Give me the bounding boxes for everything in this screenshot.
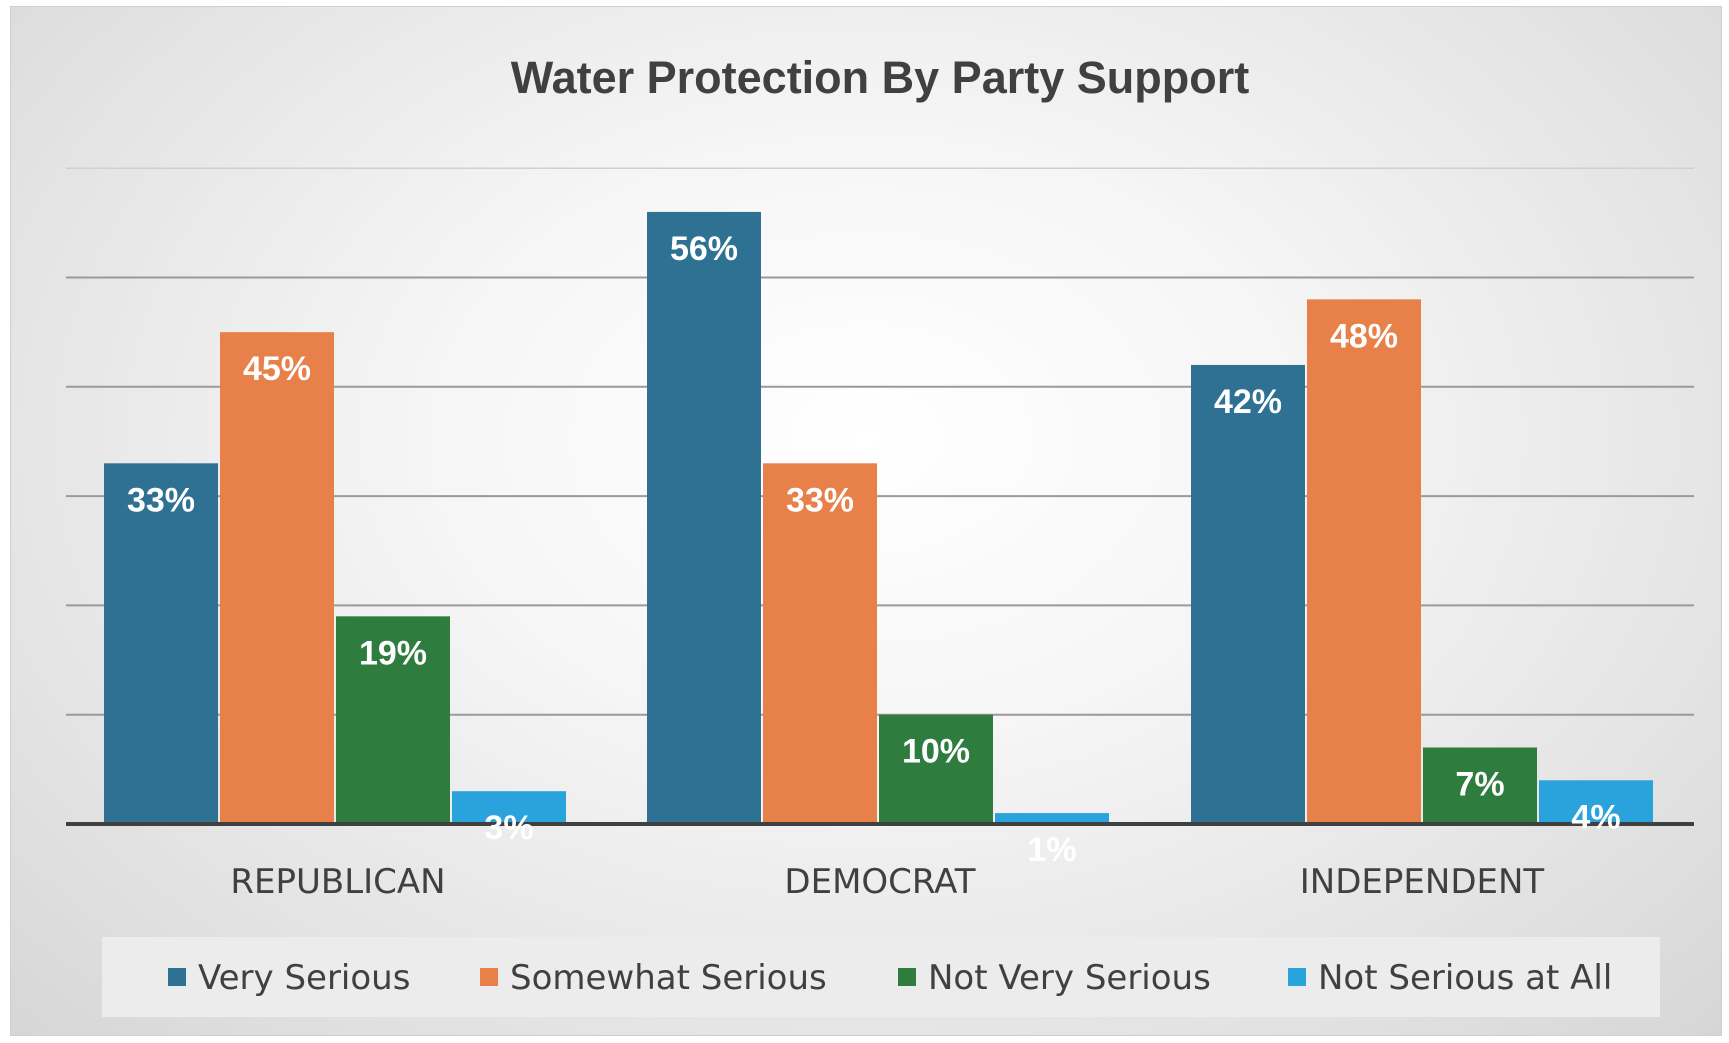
category-label: DEMOCRAT [784, 862, 975, 902]
bar [336, 616, 450, 824]
bar [1307, 299, 1421, 824]
legend: Very Serious Somewhat Serious Not Very Ser… [102, 937, 1660, 1017]
legend-swatch [1288, 968, 1306, 986]
data-labels: 33% 45% 19% 3% 56% 33% 10% 1% 42% 48% 7% 4% [127, 230, 1621, 869]
bar [220, 332, 334, 824]
chart-title: Water Protection By Party Support [511, 52, 1249, 103]
bar [104, 463, 218, 824]
data-label: 10% [902, 733, 970, 771]
data-label: 42% [1214, 383, 1282, 421]
data-label: 33% [127, 481, 195, 519]
data-label: 7% [1455, 765, 1504, 803]
bar [1423, 747, 1537, 824]
legend-swatch [898, 968, 916, 986]
legend-box [102, 937, 1660, 1017]
category-label: INDEPENDENT [1300, 862, 1545, 902]
bar [1191, 364, 1305, 824]
data-label: 33% [786, 481, 854, 519]
bar [647, 211, 761, 825]
data-label: 56% [670, 230, 738, 268]
legend-swatch [168, 968, 186, 986]
bars [104, 211, 1653, 825]
legend-entry: Not Very Serious [928, 958, 1211, 998]
bar [879, 714, 993, 824]
legend-entry: Not Serious at All [1318, 958, 1612, 998]
data-label: 1% [1027, 831, 1076, 869]
bar [1539, 780, 1653, 824]
legend-swatch [480, 968, 498, 986]
legend-entry: Very Serious [198, 958, 410, 998]
bar [763, 463, 877, 824]
data-label: 19% [359, 634, 427, 672]
bar [995, 813, 1109, 824]
category-label: REPUBLICAN [230, 862, 445, 902]
data-label: 3% [484, 809, 533, 847]
legend-entry: Somewhat Serious [510, 958, 827, 998]
data-label: 48% [1330, 317, 1398, 355]
data-label: 45% [243, 350, 311, 388]
category-labels: REPUBLICAN DEMOCRAT INDEPENDENT [230, 862, 1544, 902]
data-label: 4% [1571, 798, 1620, 836]
bar [452, 791, 566, 824]
